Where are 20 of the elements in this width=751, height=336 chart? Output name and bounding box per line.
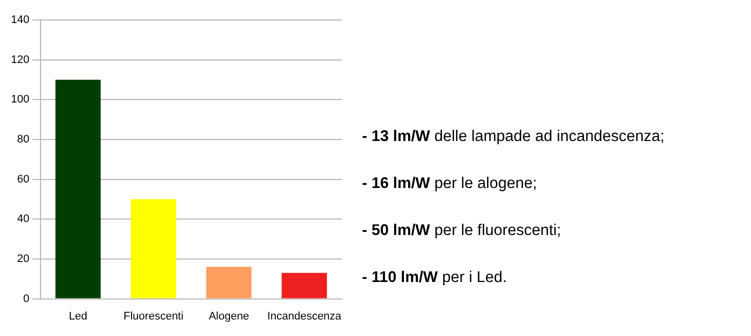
text: - 50 lm/W per le fluorescenti;: [362, 222, 562, 238]
bar: [206, 266, 252, 298]
text: - 13 lm/W delle lampade ad incandescenza;: [362, 128, 664, 144]
bar: [130, 199, 176, 298]
x-tick-label: Incandescenza: [267, 310, 342, 322]
x-tick-label: Alogene: [208, 310, 250, 322]
text: - 110 lm/W per i Led.: [362, 268, 507, 286]
text: - 16 lm/W per le alogene;: [362, 174, 537, 192]
y-tick-label: 120: [10, 54, 30, 66]
bar: [55, 80, 101, 298]
x-tick-label: Fluorescenti: [124, 310, 184, 322]
y-tick-label: 40: [17, 213, 30, 226]
y-tick-label: 60: [17, 173, 30, 186]
y-tick-label: 0: [23, 292, 30, 305]
bar: [282, 272, 327, 298]
y-tick-label: 80: [17, 134, 30, 146]
y-tick-label: 20: [17, 253, 30, 266]
y-tick-label: 100: [10, 94, 30, 106]
x-tick-label: Led: [68, 310, 88, 322]
y-tick-label: 140: [10, 14, 30, 26]
